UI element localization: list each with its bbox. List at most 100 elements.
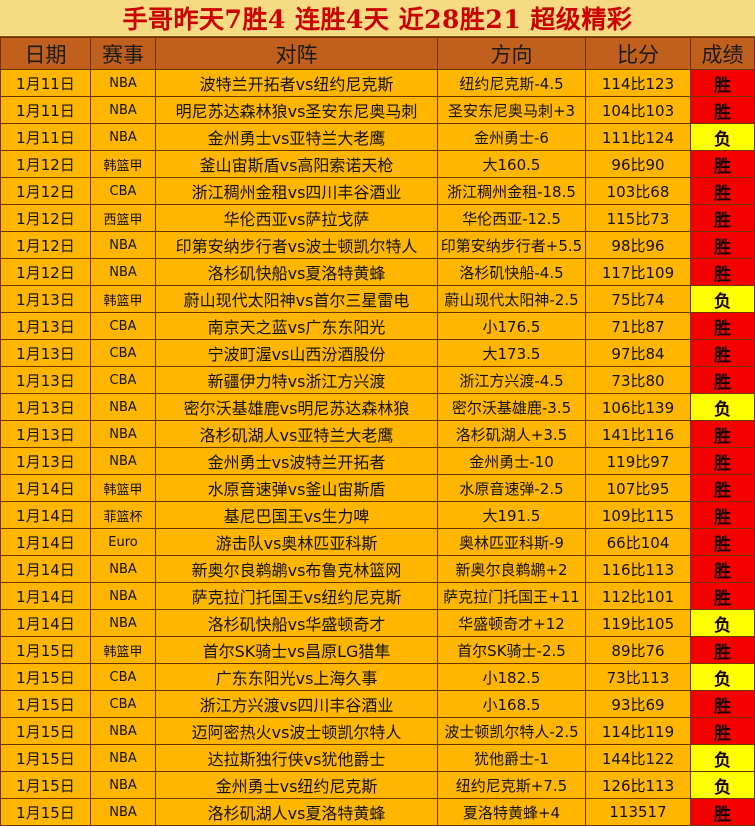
column-header-league: 赛事: [90, 37, 156, 70]
cell-score: 71比87: [585, 312, 691, 340]
cell-direction: 小176.5: [437, 312, 586, 340]
cell-score: 117比109: [585, 258, 691, 286]
table-row: 1月15日 NBA 迈阿密热火vs波士顿凯尔特人 波士顿凯尔特人-2.5 114比119…: [0, 717, 755, 745]
cell-score: 96比90: [585, 150, 691, 178]
cell-match: 新疆伊力特vs浙江方兴渡: [155, 366, 438, 394]
table-body: 1月11日 NBA 波特兰开拓者vs纽约尼克斯 纽约尼克斯-4.5 114比123 胜 1月…: [0, 69, 755, 826]
column-header-result: 成绩: [690, 37, 755, 70]
status-badge: 胜: [690, 582, 755, 610]
cell-direction: 大173.5: [437, 339, 586, 367]
status-badge: 负: [690, 123, 755, 151]
cell-date: 1月15日: [0, 798, 91, 826]
table-row: 1月14日 菲篮杯 基尼巴国王vs生力啤 大191.5 109比115 胜: [0, 501, 755, 529]
table-row: 1月13日 NBA 密尔沃基雄鹿vs明尼苏达森林狼 密尔沃基雄鹿-3.5 106比139…: [0, 393, 755, 421]
cell-direction: 波士顿凯尔特人-2.5: [437, 717, 586, 745]
status-badge: 胜: [690, 420, 755, 448]
cell-league: NBA: [90, 258, 156, 286]
column-header-score: 比分: [585, 37, 691, 70]
cell-match: 釜山宙斯盾vs高阳索诺天枪: [155, 150, 438, 178]
cell-match: 洛杉矶湖人vs亚特兰大老鹰: [155, 420, 438, 448]
cell-league: NBA: [90, 744, 156, 772]
table-row: 1月12日 西篮甲 华伦西亚vs萨拉戈萨 华伦西亚-12.5 115比73 胜: [0, 204, 755, 232]
status-badge: 胜: [690, 528, 755, 556]
cell-direction: 金州勇士-6: [437, 123, 586, 151]
cell-score: 89比76: [585, 636, 691, 664]
cell-league: CBA: [90, 177, 156, 205]
cell-direction: 洛杉矶快船-4.5: [437, 258, 586, 286]
cell-league: NBA: [90, 582, 156, 610]
cell-direction: 华盛顿奇才+12: [437, 609, 586, 637]
cell-score: 113517: [585, 798, 691, 826]
table-row: 1月11日 NBA 波特兰开拓者vs纽约尼克斯 纽约尼克斯-4.5 114比123 胜: [0, 69, 755, 97]
status-badge: 胜: [690, 177, 755, 205]
cell-match: 华伦西亚vs萨拉戈萨: [155, 204, 438, 232]
cell-score: 114比119: [585, 717, 691, 745]
cell-league: CBA: [90, 366, 156, 394]
cell-match: 洛杉矶快船vs华盛顿奇才: [155, 609, 438, 637]
cell-direction: 纽约尼克斯+7.5: [437, 771, 586, 799]
cell-direction: 小168.5: [437, 690, 586, 718]
cell-score: 109比115: [585, 501, 691, 529]
table-row: 1月13日 NBA 洛杉矶湖人vs亚特兰大老鹰 洛杉矶湖人+3.5 141比116 胜: [0, 420, 755, 448]
cell-date: 1月14日: [0, 555, 91, 583]
table-row: 1月14日 韩篮甲 水原音速弹vs釜山宙斯盾 水原音速弹-2.5 107比95 胜: [0, 474, 755, 502]
column-header-date: 日期: [0, 37, 91, 70]
table-row: 1月15日 CBA 浙江方兴渡vs四川丰谷酒业 小168.5 93比69 胜: [0, 690, 755, 718]
cell-date: 1月14日: [0, 582, 91, 610]
cell-match: 迈阿密热火vs波士顿凯尔特人: [155, 717, 438, 745]
cell-league: NBA: [90, 717, 156, 745]
cell-match: 印第安纳步行者vs波士顿凯尔特人: [155, 231, 438, 259]
table-row: 1月11日 NBA 明尼苏达森林狼vs圣安东尼奥马刺 圣安东尼奥马刺+3 104比103…: [0, 96, 755, 124]
column-header-direction: 方向: [437, 37, 586, 70]
cell-direction: 犹他爵士-1: [437, 744, 586, 772]
cell-league: NBA: [90, 96, 156, 124]
status-badge: 胜: [690, 150, 755, 178]
status-badge: 胜: [690, 555, 755, 583]
cell-direction: 浙江稠州金租-18.5: [437, 177, 586, 205]
cell-score: 119比105: [585, 609, 691, 637]
table-row: 1月14日 NBA 萨克拉门托国王vs纽约尼克斯 萨克拉门托国王+11 112比101 胜: [0, 582, 755, 610]
cell-date: 1月12日: [0, 150, 91, 178]
cell-score: 75比74: [585, 285, 691, 313]
page-title: 手哥昨天7胜4 连胜4天 近28胜21 超级精彩: [122, 5, 633, 34]
cell-match: 洛杉矶快船vs夏洛特黄蜂: [155, 258, 438, 286]
cell-direction: 大191.5: [437, 501, 586, 529]
cell-league: NBA: [90, 798, 156, 826]
cell-match: 达拉斯独行侠vs犹他爵士: [155, 744, 438, 772]
cell-date: 1月15日: [0, 636, 91, 664]
status-badge: 胜: [690, 69, 755, 97]
cell-date: 1月14日: [0, 528, 91, 556]
cell-score: 111比124: [585, 123, 691, 151]
status-badge: 负: [690, 744, 755, 772]
table-row: 1月12日 NBA 洛杉矶快船vs夏洛特黄蜂 洛杉矶快船-4.5 117比109 胜: [0, 258, 755, 286]
cell-league: NBA: [90, 393, 156, 421]
cell-score: 66比104: [585, 528, 691, 556]
status-badge: 胜: [690, 231, 755, 259]
cell-match: 游击队vs奥林匹亚科斯: [155, 528, 438, 556]
cell-league: CBA: [90, 312, 156, 340]
cell-date: 1月13日: [0, 312, 91, 340]
cell-league: 韩篮甲: [90, 285, 156, 313]
cell-league: Euro: [90, 528, 156, 556]
status-badge: 胜: [690, 474, 755, 502]
cell-date: 1月14日: [0, 609, 91, 637]
status-badge: 负: [690, 285, 755, 313]
table-row: 1月15日 NBA 金州勇士vs纽约尼克斯 纽约尼克斯+7.5 126比113 负: [0, 771, 755, 799]
table-row: 1月13日 韩篮甲 蔚山现代太阳神vs首尔三星雷电 蔚山现代太阳神-2.5 75比74 负: [0, 285, 755, 313]
status-badge: 负: [690, 771, 755, 799]
table-row: 1月12日 CBA 浙江稠州金租vs四川丰谷酒业 浙江稠州金租-18.5 103比68 胜: [0, 177, 755, 205]
cell-date: 1月15日: [0, 690, 91, 718]
cell-match: 浙江方兴渡vs四川丰谷酒业: [155, 690, 438, 718]
table-row: 1月11日 NBA 金州勇士vs亚特兰大老鹰 金州勇士-6 111比124 负: [0, 123, 755, 151]
cell-direction: 新奥尔良鹈鹕+2: [437, 555, 586, 583]
cell-date: 1月12日: [0, 258, 91, 286]
cell-match: 蔚山现代太阳神vs首尔三星雷电: [155, 285, 438, 313]
status-badge: 胜: [690, 339, 755, 367]
cell-league: NBA: [90, 555, 156, 583]
cell-direction: 水原音速弹-2.5: [437, 474, 586, 502]
cell-league: 韩篮甲: [90, 474, 156, 502]
cell-date: 1月13日: [0, 285, 91, 313]
status-badge: 胜: [690, 312, 755, 340]
cell-match: 明尼苏达森林狼vs圣安东尼奥马刺: [155, 96, 438, 124]
table-header-row: 日期 赛事 对阵 方向 比分 成绩: [0, 37, 755, 70]
